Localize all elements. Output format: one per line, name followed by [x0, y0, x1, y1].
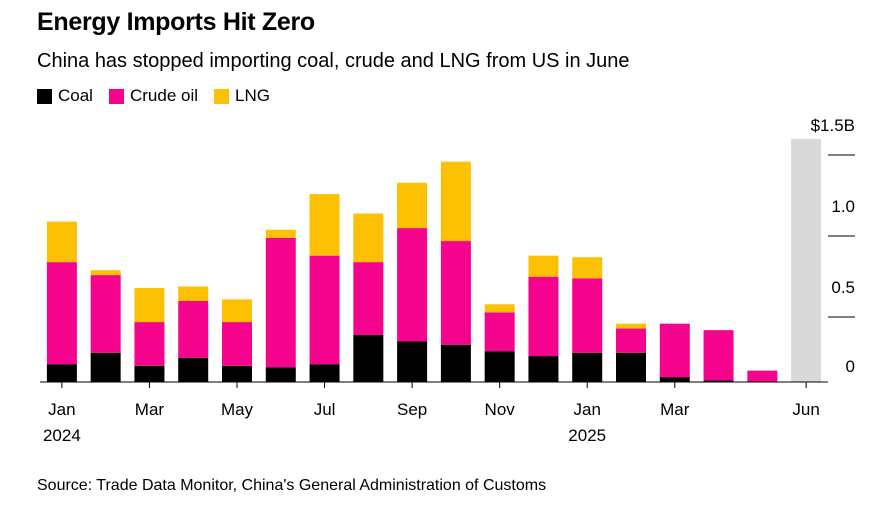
y-tick-label-1: 1.0 [831, 197, 855, 216]
bar-coal-2024-08 [353, 335, 384, 382]
bar-crude-oil-2024-10 [440, 241, 471, 345]
bar-lng-2024-11 [484, 304, 515, 313]
bar-crude-oil-2025-02 [616, 328, 646, 353]
bar-coal-2024-07 [309, 364, 340, 382]
bar-crude-oil-2025-04 [703, 330, 734, 381]
x-tick-label-4: May [221, 400, 254, 419]
x-tick-sublabel-0: 2024 [43, 426, 81, 445]
bar-crude-oil-2024-01 [46, 262, 77, 365]
x-tick-label-2: Mar [135, 400, 165, 419]
bar-coal-2024-05 [222, 365, 252, 382]
x-tick-label-8: Sep [397, 400, 427, 419]
legend-swatch-crude-oil [108, 88, 124, 104]
y-tick-label-1.5: $1.5B [811, 116, 855, 135]
bar-coal-2025-04 [703, 380, 734, 382]
bar-lng-2024-07 [309, 194, 340, 256]
legend-item-lng: LNG [214, 86, 270, 106]
legend-swatch-coal [37, 88, 52, 104]
x-tick-label-6: Jul [314, 400, 336, 419]
bar-coal-2024-09 [397, 341, 428, 382]
bar-crude-oil-2024-06 [265, 237, 296, 368]
bar-lng-2024-06 [265, 229, 296, 238]
bar-coal-2024-01 [46, 364, 77, 382]
legend-label-coal: Coal [58, 86, 93, 105]
y-tick-label-0: 0 [846, 357, 855, 376]
bar-coal-2024-03 [134, 365, 165, 382]
bar-crude-oil-2024-04 [178, 301, 209, 358]
y-tick-label-0.5: 0.5 [831, 278, 855, 297]
bar-coal-2024-04 [178, 357, 209, 382]
bar-coal-2024-10 [440, 344, 471, 382]
bar-lng-2024-10 [440, 161, 471, 242]
legend-item-coal: Coal [37, 86, 93, 106]
x-tick-sublabel-12: 2025 [568, 426, 606, 445]
bar-crude-oil-2024-09 [397, 228, 428, 342]
bar-lng-2024-01 [46, 221, 77, 263]
x-tick-label-10: Nov [485, 400, 516, 419]
bar-crude-oil-2024-12 [528, 276, 559, 357]
legend-swatch-lng [214, 88, 230, 104]
source-note: Source: Trade Data Monitor, China's Gene… [37, 477, 547, 494]
bar-crude-oil-2025-03 [659, 323, 690, 378]
bar-coal-2025-01 [572, 352, 603, 382]
bar-lng-2024-02 [90, 270, 121, 276]
bar-crude-oil-2024-08 [353, 262, 384, 336]
bar-coal-2024-11 [484, 351, 515, 382]
bar-coal-2024-06 [265, 367, 296, 382]
bar-coal-2024-12 [528, 356, 559, 382]
bar-crude-oil-2024-03 [134, 322, 165, 366]
bar-lng-2024-12 [528, 255, 559, 277]
x-tick-label-0: Jan [48, 400, 75, 419]
chart-title: Energy Imports Hit Zero [37, 8, 315, 36]
highlight-column [791, 139, 822, 382]
x-tick-label-12: Jan [574, 400, 601, 419]
bar-lng-2024-09 [397, 182, 428, 229]
bar-lng-2024-03 [134, 288, 165, 323]
x-tick-label-14: Mar [660, 400, 690, 419]
bar-crude-oil-2024-07 [309, 255, 340, 365]
bar-lng-2024-04 [178, 286, 209, 301]
legend-item-crude-oil: Crude oil [108, 86, 199, 106]
legend-label-lng: LNG [235, 86, 270, 105]
bar-coal-2025-02 [616, 352, 646, 382]
bar-coal-2024-02 [90, 352, 121, 382]
bar-lng-2024-05 [222, 299, 252, 323]
chart-subtitle: China has stopped importing coal, crude … [37, 50, 630, 72]
bar-coal-2025-03 [659, 377, 690, 382]
bar-lng-2024-08 [353, 213, 384, 263]
bar-crude-oil-2025-05 [747, 370, 778, 382]
bar-lng-2025-01 [572, 257, 603, 279]
bar-crude-oil-2024-05 [222, 322, 252, 366]
bar-crude-oil-2025-01 [572, 278, 603, 353]
legend: Coal Crude oil LNG [37, 86, 270, 106]
legend-label-crude-oil: Crude oil [129, 86, 199, 105]
x-tick-label-17: Jun [792, 400, 819, 419]
bar-lng-2025-02 [616, 323, 646, 329]
bar-crude-oil-2024-02 [90, 275, 121, 353]
bar-crude-oil-2024-11 [484, 312, 515, 352]
